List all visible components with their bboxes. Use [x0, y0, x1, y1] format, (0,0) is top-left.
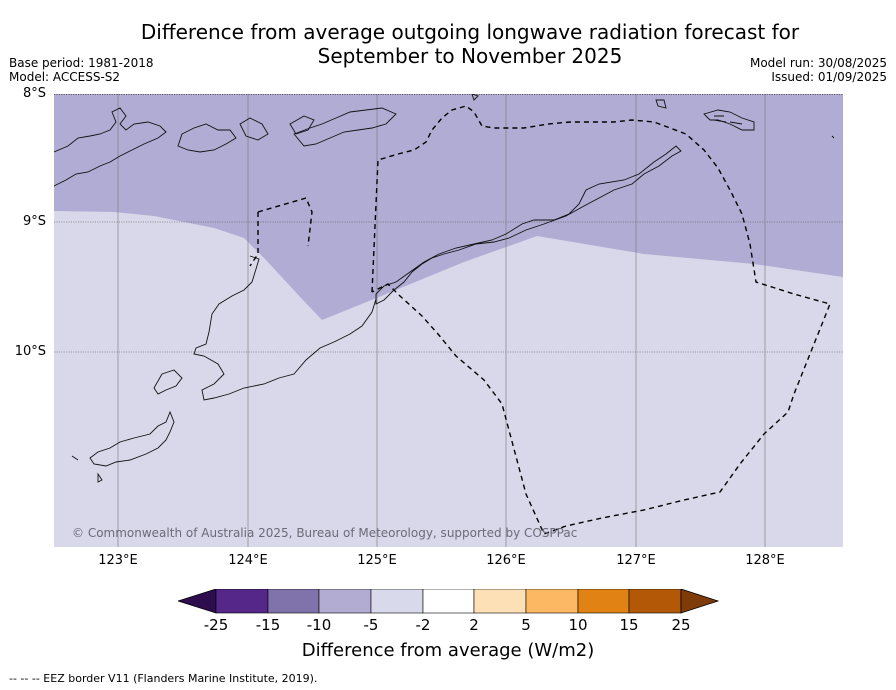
colorbar-tick: -5	[363, 616, 379, 634]
colorbar-tick: 15	[619, 616, 639, 634]
wetar-coastline	[655, 99, 835, 139]
lon-label-126e: 126°E	[486, 553, 526, 568]
title-line-1: Difference from average outgoing longwav…	[140, 20, 800, 44]
lat-label-8s: 8°S	[22, 86, 46, 101]
eez-border	[249, 105, 831, 535]
model-run: Model run: 30/08/2025	[749, 56, 887, 70]
issued-date: Issued: 01/09/2025	[771, 70, 887, 84]
graticule-meridians	[117, 94, 766, 547]
lat-label-9s: 9°S	[22, 214, 46, 229]
colorbar-tick: -2	[415, 616, 431, 634]
graticule	[54, 221, 843, 353]
lat-label-10s: 10°S	[14, 344, 46, 359]
chart-title: Difference from average outgoing longwav…	[100, 20, 840, 68]
colorbar-tick: -15	[255, 616, 281, 634]
title-line-2: September to November 2025	[317, 44, 623, 68]
eez-legend: -- -- -- EEZ border V11 (Flanders Marine…	[9, 672, 318, 685]
sawu-coastline	[153, 369, 183, 395]
map-svg	[54, 94, 843, 547]
colorbar-tick: 25	[671, 616, 691, 634]
colorbar-tick: 2	[469, 616, 479, 634]
colorbar-bin	[318, 589, 372, 614]
timor-coastline	[375, 145, 682, 305]
meta-left: Base period: 1981-2018 Model: ACCESS-S2	[9, 56, 154, 84]
lon-label-127e: 127°E	[616, 553, 656, 568]
rote-coastline	[193, 255, 377, 401]
lon-label-128e: 128°E	[745, 553, 785, 568]
anomaly-region-dark	[54, 94, 843, 320]
lembata-coastline	[177, 115, 315, 153]
small-island-kisar	[471, 94, 479, 101]
colorbar	[178, 589, 720, 614]
model-name: Model: ACCESS-S2	[9, 70, 121, 84]
map-panel[interactable]: © Commonwealth of Australia 2025, Bureau…	[54, 94, 843, 547]
colorbar-tick: -25	[203, 616, 229, 634]
colorbar-label: Difference from average (W/m2)	[301, 640, 595, 661]
colorbar-bin	[628, 589, 682, 614]
colorbar-bin	[577, 589, 630, 614]
base-period: Base period: 1981-2018	[9, 56, 154, 70]
colorbar-bin	[267, 589, 320, 614]
colorbar-tick: -10	[306, 616, 332, 634]
colorbar-extend-low	[178, 589, 217, 614]
colorbar-bin	[525, 589, 579, 614]
colorbar-bin	[370, 589, 424, 614]
copyright-notice: © Commonwealth of Australia 2025, Bureau…	[72, 526, 578, 540]
colorbar-extend-high	[680, 589, 720, 614]
flores-coastline	[54, 107, 167, 187]
lon-label-124e: 124°E	[228, 553, 268, 568]
colorbar-tick: 5	[521, 616, 531, 634]
sumba-coastline	[71, 410, 175, 483]
lon-label-123e: 123°E	[98, 553, 138, 568]
alor-coastline	[293, 107, 397, 147]
colorbar-bin	[422, 589, 475, 614]
meta-right: Model run: 30/08/2025 Issued: 01/09/2025	[750, 56, 887, 84]
colorbar-tick: 10	[568, 616, 588, 634]
colorbar-bin	[215, 589, 269, 614]
colorbar-bin	[473, 589, 527, 614]
lon-label-125e: 125°E	[357, 553, 397, 568]
